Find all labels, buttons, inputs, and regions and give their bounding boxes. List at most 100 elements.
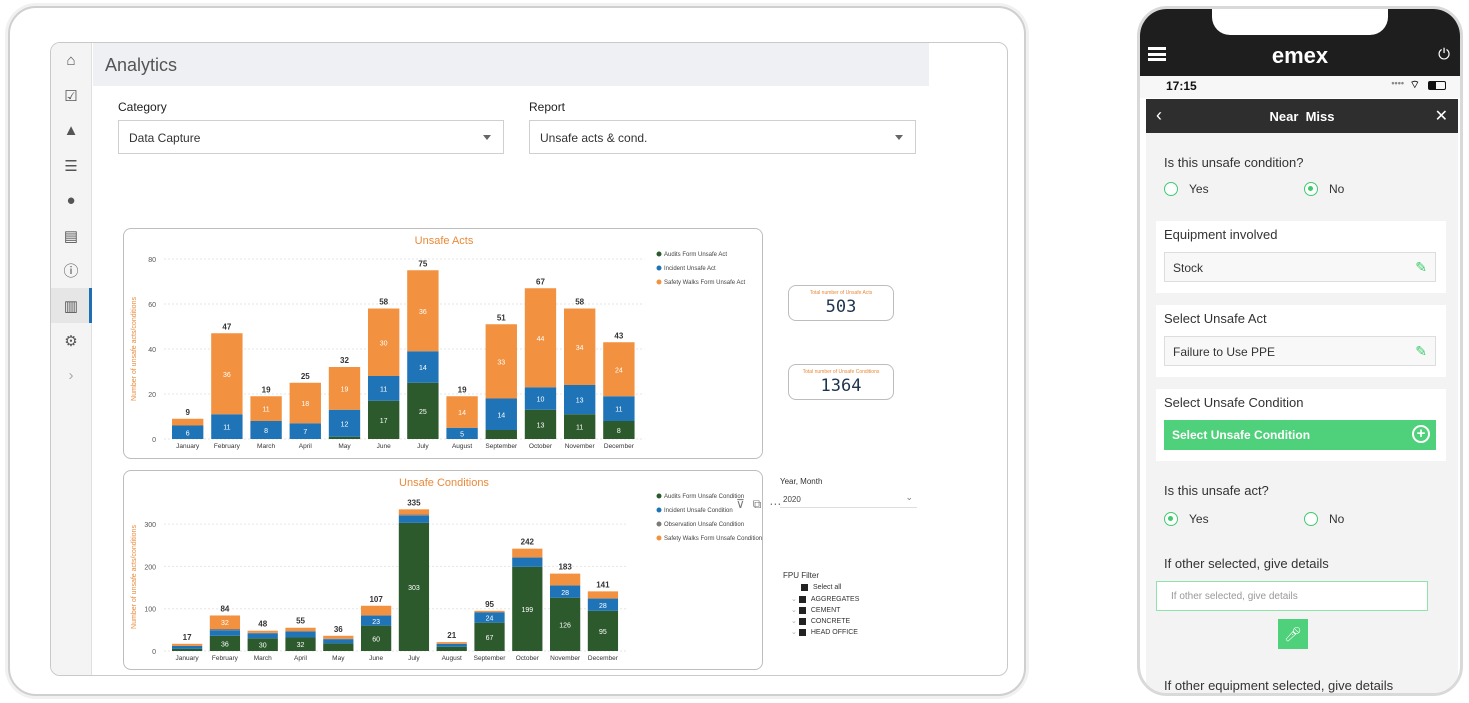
radio-label: Yes	[1189, 182, 1209, 196]
signal-icon: ••••	[1391, 78, 1404, 88]
expand-chevron-icon[interactable]: ⌄	[791, 629, 797, 636]
chevron-right-icon[interactable]: ›	[68, 367, 74, 384]
checkbox-icon[interactable]: ☑	[64, 87, 78, 105]
power-icon[interactable]: ⏻	[1438, 46, 1450, 63]
data-label: 14	[458, 410, 466, 417]
bar-segment	[209, 615, 241, 630]
data-label: 28	[561, 590, 569, 597]
total-label: 335	[407, 498, 421, 507]
legend-label: Incident Unsafe Act	[664, 266, 716, 272]
more-options-icon[interactable]: ⋯	[769, 497, 790, 511]
fpu-filter-item-label: HEAD OFFICE	[810, 628, 858, 636]
bar-segment	[407, 382, 439, 439]
tablet-frame: ⌂ ☑ ▲ ☰ ● ▤ ⓘ ▥ ⚙ › Analytics Category D…	[8, 6, 1026, 696]
expand-chevron-icon[interactable]: ⌄	[791, 596, 797, 603]
bar-segment	[446, 396, 478, 428]
data-label: 303	[408, 585, 420, 592]
bar-segment	[407, 351, 439, 383]
screen-toolbar: ‹ Near Miss ✕	[1146, 99, 1458, 133]
unsafe-condition-yes-radio[interactable]: Yes	[1164, 182, 1209, 196]
total-label: 55	[296, 617, 305, 626]
expand-chevron-icon[interactable]: ⌄	[791, 607, 797, 614]
back-icon[interactable]: ‹	[1156, 105, 1162, 125]
bar-segment	[172, 643, 203, 646]
data-label: 8	[617, 428, 621, 435]
other-equipment-label: If other equipment selected, give detail…	[1164, 678, 1394, 693]
document-icon[interactable]: ▤	[63, 227, 79, 245]
bar-chart-icon[interactable]: ▥	[51, 288, 92, 323]
unsafe-conditions-kpi-card: Total number of Unsafe Conditions 1364	[788, 364, 894, 400]
x-tick-label: February	[214, 443, 241, 450]
bar-segment	[247, 633, 278, 639]
data-label: 18	[301, 401, 309, 408]
bar-segment	[474, 612, 505, 623]
data-label: 44	[537, 336, 545, 343]
app-header: emex ⏻	[1140, 9, 1460, 76]
fpu-filter-item-label: AGGREGATES	[810, 595, 860, 603]
home-icon[interactable]: ⌂	[66, 52, 76, 69]
y-tick-label: 80	[148, 257, 156, 264]
warning-icon[interactable]: ▲	[63, 122, 79, 139]
fpu-filter-item[interactable]: ⌄ AGGREGATES	[791, 595, 859, 603]
unsafe-act-yes-radio[interactable]: Yes	[1164, 512, 1209, 526]
filter-icon[interactable]: ⊽	[736, 497, 753, 511]
unsafe-conditions-kpi-value: 1364	[820, 376, 862, 396]
data-label: 32	[297, 642, 305, 649]
bar-segment	[289, 423, 321, 439]
equipment-field[interactable]: Stock ✎	[1164, 252, 1436, 282]
report-select[interactable]: Unsafe acts & cond.	[529, 120, 916, 154]
unsafe-condition-no-radio[interactable]: No	[1304, 182, 1344, 196]
unsafe-acts-chart: Unsafe Acts Number of unsafe acts/conditi…	[131, 235, 745, 450]
battery-icon	[1428, 81, 1446, 90]
unsafe-act-card: Select Unsafe Act Failure to Use PPE ✎	[1156, 305, 1446, 377]
microphone-icon[interactable]: 🎤︎	[1278, 619, 1308, 649]
gears-icon[interactable]: ⚙	[64, 332, 78, 350]
total-label: 67	[536, 277, 545, 286]
dashboard-screen: ⌂ ☑ ▲ ☰ ● ▤ ⓘ ▥ ⚙ › Analytics Category D…	[50, 42, 1008, 676]
bar-segment	[587, 598, 619, 599]
fpu-filter-item[interactable]: Select all	[801, 584, 841, 591]
hamburger-menu-icon[interactable]	[1148, 47, 1166, 61]
list-icon[interactable]: ☰	[64, 157, 78, 175]
pencil-icon[interactable]: ✎	[1415, 343, 1427, 359]
pencil-icon[interactable]: ✎	[1415, 259, 1427, 275]
fpu-filter-label: FPU Filter	[783, 571, 819, 580]
bar-segment	[250, 396, 282, 421]
y-tick-label: 40	[148, 347, 156, 354]
unsafe-act-no-radio[interactable]: No	[1304, 512, 1344, 526]
data-label: 11	[380, 386, 387, 393]
bar-segment	[550, 573, 581, 586]
select-unsafe-condition-button-label: Select Unsafe Condition	[1172, 428, 1311, 442]
chevron-down-icon	[483, 135, 491, 140]
data-label: 11	[262, 407, 269, 414]
fpu-filter-item[interactable]: ⌄ CEMENT	[791, 606, 840, 614]
other-details-input[interactable]: If other selected, give details	[1156, 581, 1428, 611]
bar-segment	[172, 648, 203, 651]
data-label: 14	[497, 412, 505, 419]
fpu-filter-item[interactable]: ⌄ CONCRETE	[791, 617, 850, 625]
category-select[interactable]: Data Capture	[118, 120, 504, 154]
info-icon[interactable]: ⓘ	[63, 263, 79, 280]
data-label: 6	[186, 430, 190, 437]
legend-label: Safety Walks Form Unsafe Act	[664, 280, 745, 286]
expand-chevron-icon[interactable]: ⌄	[791, 618, 797, 625]
y-tick-label: 0	[152, 437, 156, 444]
bar-segment	[485, 430, 517, 439]
unsafe-conditions-kpi-label: Total number of Unsafe Conditions	[802, 369, 880, 375]
bar-segment	[485, 324, 517, 399]
data-label: 14	[419, 365, 427, 372]
bar-segment	[247, 630, 278, 633]
bar-segment	[512, 557, 543, 558]
unsafe-act-field[interactable]: Failure to Use PPE ✎	[1164, 336, 1436, 366]
y-tick-label: 100	[144, 607, 156, 614]
data-label: 28	[599, 603, 607, 610]
expand-icon[interactable]: ⧉	[752, 497, 770, 511]
bar-segment	[564, 414, 596, 439]
year-month-slicer[interactable]: 2020 ⌄	[780, 490, 917, 508]
fpu-filter-item[interactable]: ⌄ HEAD OFFICE	[791, 628, 858, 636]
close-icon[interactable]: ✕	[1434, 108, 1448, 125]
y-tick-label: 20	[148, 392, 156, 399]
x-tick-label: September	[474, 655, 507, 662]
chat-icon[interactable]: ●	[66, 192, 76, 209]
select-unsafe-condition-button[interactable]: Select Unsafe Condition +	[1164, 420, 1436, 450]
